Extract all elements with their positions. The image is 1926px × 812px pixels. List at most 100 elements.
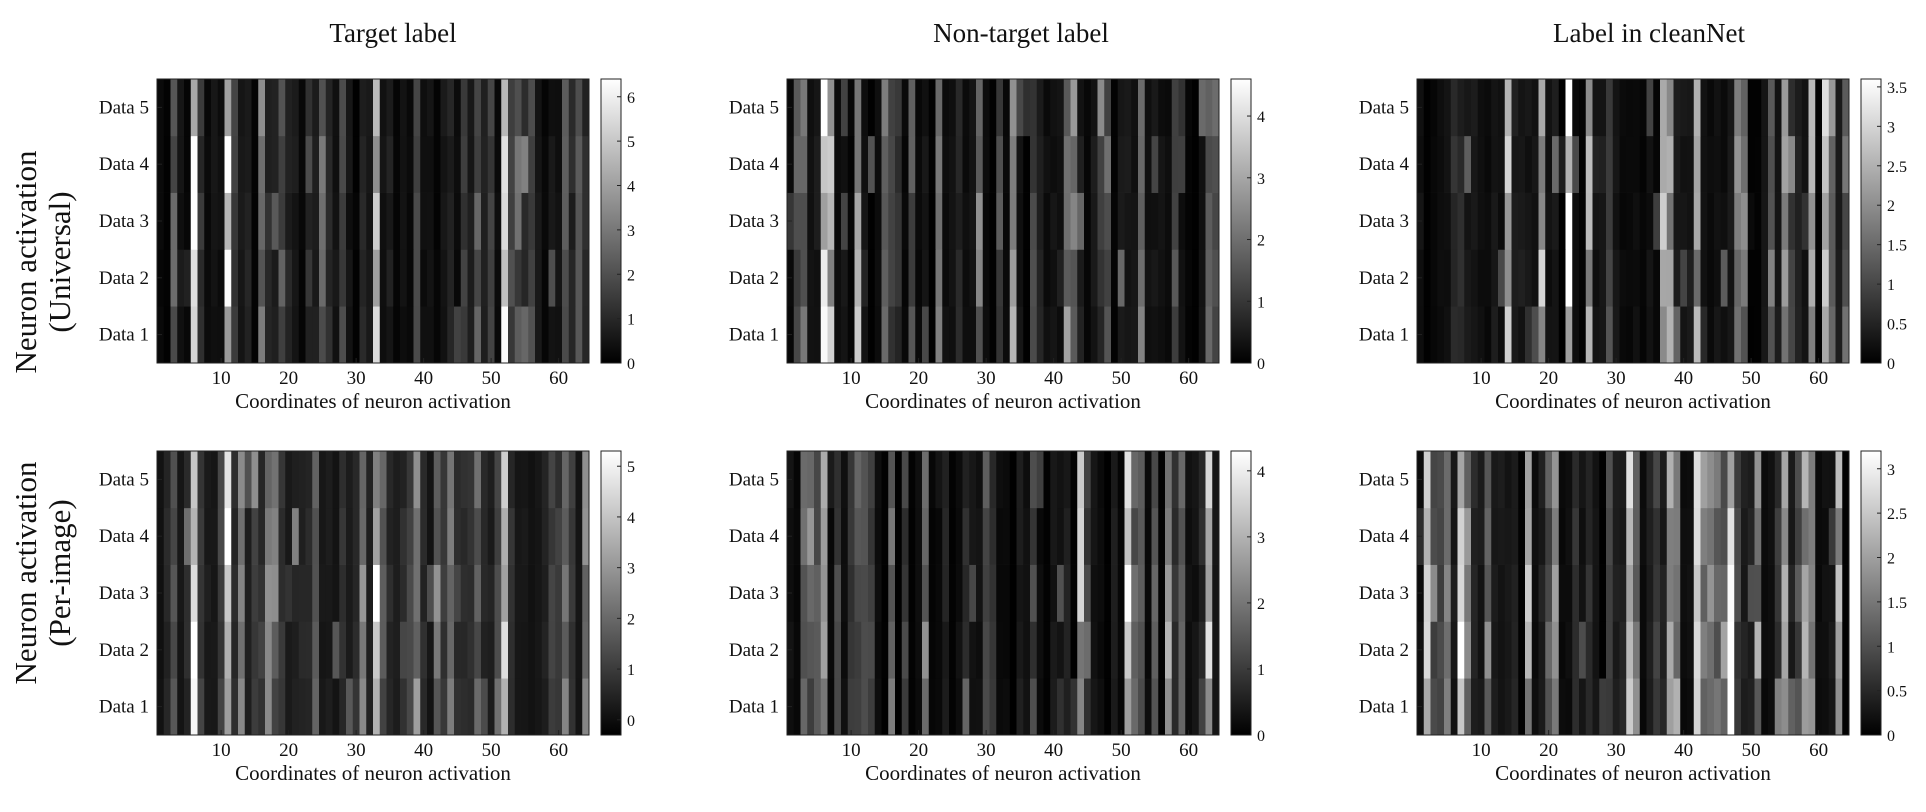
colorbar-tick-label: 1 [1887,639,1895,656]
heatmap-cell [1178,564,1186,622]
heatmap-cell [1504,564,1512,622]
heatmap-cell [427,678,435,736]
heatmap-cell [1070,249,1078,307]
heatmap-cell [1639,79,1647,137]
heatmap-cell [568,621,576,679]
heatmap-cell [339,79,347,137]
heatmap-cell [1801,621,1809,679]
heatmap-cell [413,678,421,736]
heatmap-cell [447,192,455,250]
heatmap-cell [1151,451,1159,509]
heatmap-cell [793,192,801,250]
heatmap-cell [1835,79,1843,137]
heatmap-cell [874,249,882,307]
heatmap-cell [1444,507,1452,565]
y-tick-label: Data 1 [1359,325,1409,346]
heatmap-cell [1511,564,1519,622]
colorbar-tick-label: 1.5 [1887,238,1907,255]
heatmap-cell [1471,79,1479,137]
heatmap-cell [1498,507,1506,565]
heatmap-cell [177,564,185,622]
heatmap-cell [177,621,185,679]
heatmap-cell [481,249,489,307]
heatmap-cell [901,507,909,565]
heatmap-cell [1734,678,1742,736]
heatmap-cell [217,79,225,137]
heatmap-cell [528,507,536,565]
heatmap-cell [1639,249,1647,307]
heatmap-cell [292,306,300,364]
heatmap-cell [1781,621,1789,679]
heatmap-cell [224,192,232,250]
heatmap-cell [460,451,468,509]
heatmap-cell [1043,621,1051,679]
heatmap-cell [922,249,930,307]
heatmap-cell [501,564,509,622]
heatmap-cell [420,79,428,137]
heatmap-cell [1104,621,1112,679]
heatmap-cell [1198,621,1206,679]
heatmap-cell [1144,678,1152,736]
heatmap-cell [474,621,482,679]
x-tick-label: 30 [1607,740,1626,761]
heatmap-cell [1464,249,1472,307]
heatmap-cell [922,192,930,250]
heatmap-cell [177,192,185,250]
heatmap-cell [1579,621,1587,679]
heatmap-cell [1626,564,1634,622]
heatmap-cell [508,249,516,307]
heatmap-cell [562,249,570,307]
x-tick-label: 30 [1607,368,1626,389]
heatmap-cell [528,451,536,509]
heatmap-cell [298,306,306,364]
heatmap-cell [949,451,957,509]
heatmap-cell [1720,192,1728,250]
heatmap-cell [1063,564,1071,622]
heatmap-cell [271,79,279,137]
heatmap-cell [582,451,590,509]
heatmap-cell [440,564,448,622]
heatmap-cell [217,135,225,193]
heatmap-cell [393,451,401,509]
heatmap-cell [420,507,428,565]
heatmap-cell [1633,192,1641,250]
heatmap-cell [163,249,171,307]
heatmap-cell [521,507,529,565]
heatmap-cell [400,306,408,364]
heatmap-cell [1178,621,1186,679]
heatmap-cell [1673,192,1681,250]
heatmap-cell [305,564,313,622]
heatmap-cell [1016,507,1024,565]
heatmap-cell [285,192,293,250]
y-tick-label: Data 3 [99,211,149,232]
colorbar-tick-label: 2 [1257,596,1265,613]
heatmap-cell [962,79,970,137]
heatmap-cell [1457,564,1465,622]
heatmap-cell [1518,678,1526,736]
heatmap-cell [820,79,828,137]
heatmap-cell [1687,564,1695,622]
heatmap-cell [1673,135,1681,193]
heatmap-cell [1795,678,1803,736]
heatmap-cell [1599,564,1607,622]
heatmap-cell [895,507,903,565]
heatmap-cell [325,306,333,364]
heatmap-cell [244,135,252,193]
heatmap-cell [1720,564,1728,622]
heatmap-cell [1734,306,1742,364]
x-tick-label: 20 [1539,740,1558,761]
heatmap-cell [928,192,936,250]
heatmap-cell [1747,678,1755,736]
heatmap-cell [1525,451,1533,509]
heatmap-cell [1727,678,1735,736]
heatmap-cell [1030,79,1038,137]
heatmap-cell [1673,79,1681,137]
heatmap-cell [1660,192,1668,250]
heatmap-cell [514,507,522,565]
heatmap-cell [1009,564,1017,622]
heatmap-cell [1700,621,1708,679]
heatmap-cell [224,306,232,364]
heatmap-cell [211,507,219,565]
heatmap-cell [494,192,502,250]
heatmap-cell [535,306,543,364]
